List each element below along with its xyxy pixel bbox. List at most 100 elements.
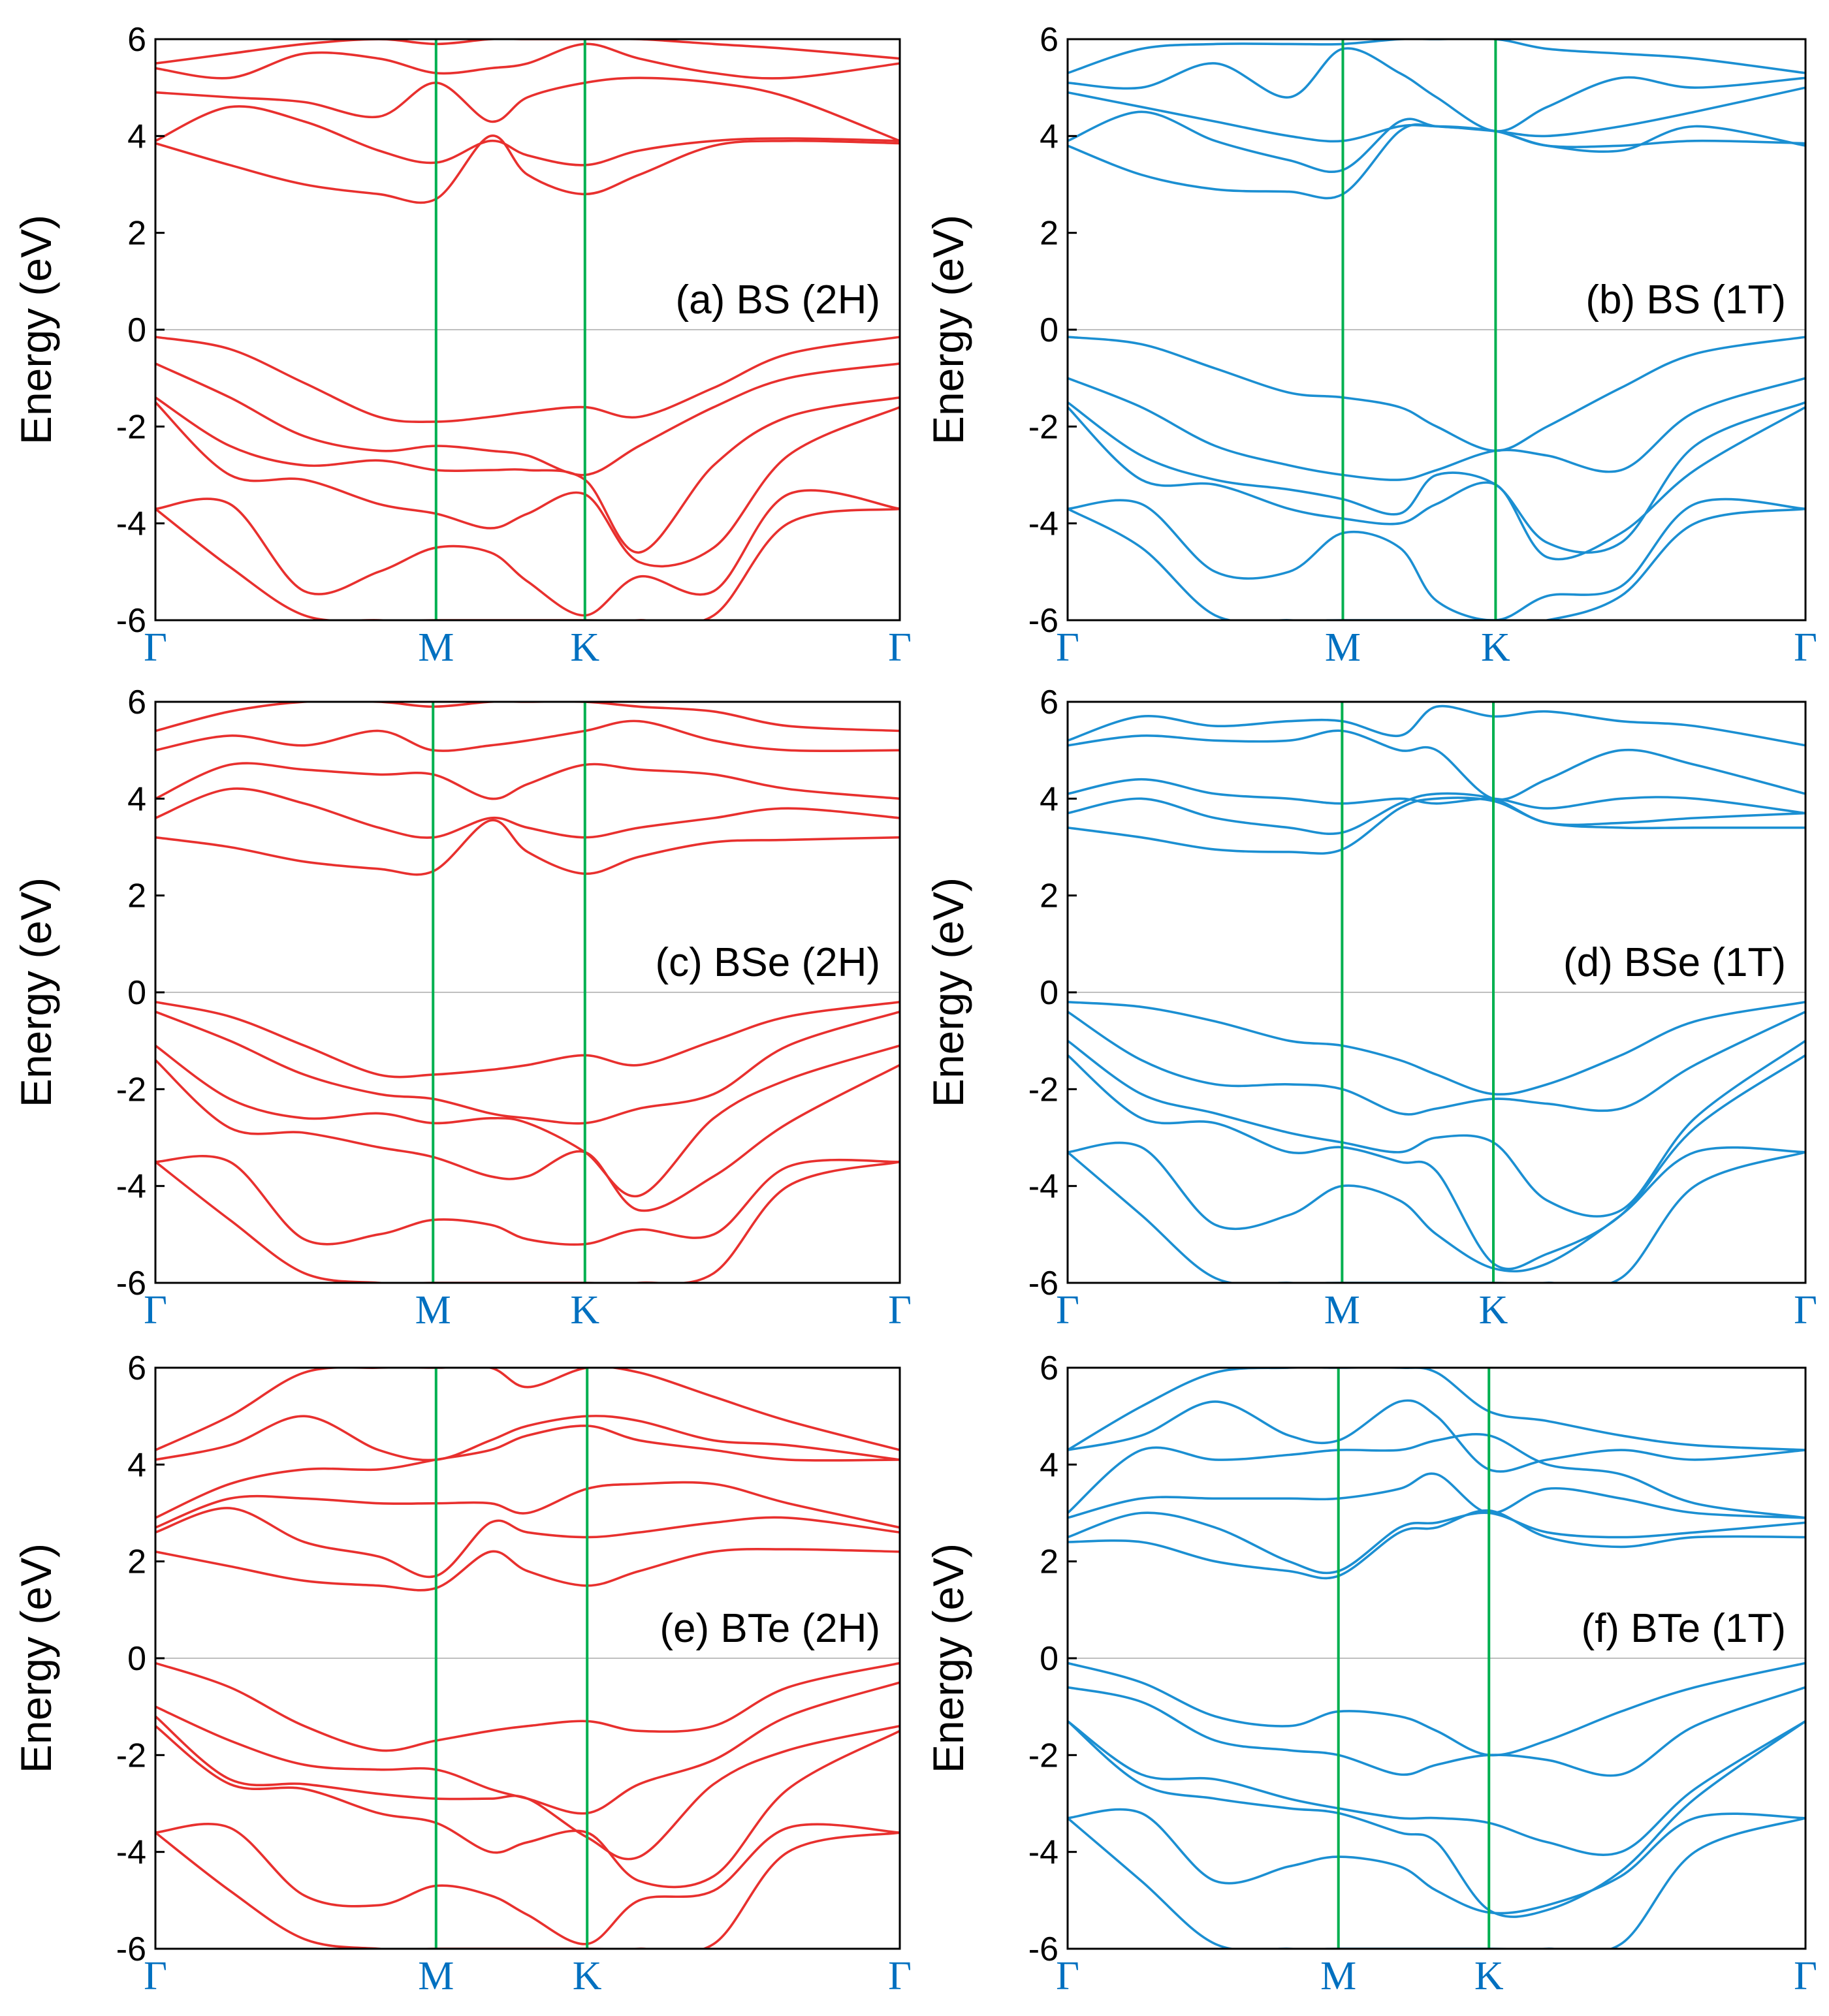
kpoint-label: Γ bbox=[1794, 1288, 1817, 1332]
band-v6 bbox=[1068, 1817, 1805, 1949]
band-v4 bbox=[1068, 406, 1805, 561]
panel-a: -6 -4 -2 0 2 4 6 Γ M K Γ Energy (eV) (a) BS (2H) bbox=[12, 21, 912, 670]
panel-d: -6 -4 -2 0 2 4 6 Γ M K Γ Energy (eV) (d) BSe (1T) bbox=[924, 684, 1817, 1332]
band-c5 bbox=[1068, 39, 1805, 74]
y-tick-label: 4 bbox=[1040, 780, 1058, 818]
band-v1 bbox=[155, 1662, 900, 1752]
band-c4 bbox=[155, 719, 900, 753]
band-c3 bbox=[1068, 778, 1805, 815]
y-tick-label: -2 bbox=[116, 1071, 146, 1109]
band-v4 bbox=[155, 1059, 900, 1212]
band-v5 bbox=[155, 1155, 900, 1246]
y-tick-label: 0 bbox=[1040, 974, 1058, 1012]
y-tick-label: 2 bbox=[1040, 215, 1058, 253]
band-v5 bbox=[1068, 1141, 1805, 1273]
panel-e: -6 -4 -2 0 2 4 6 Γ M K Γ Energy (eV) (e) BTe (2H) bbox=[12, 1349, 912, 1998]
panel-caption: (b) BS (1T) bbox=[1585, 277, 1786, 323]
kpoint-label: Γ bbox=[1794, 625, 1817, 670]
kpoint-label: M bbox=[1324, 1288, 1360, 1332]
y-tick-label: 2 bbox=[1040, 1543, 1058, 1581]
y-axis-label: Energy (eV) bbox=[924, 215, 972, 445]
kpoint-label: Γ bbox=[888, 1288, 912, 1332]
kpoint-label: Γ bbox=[144, 1288, 167, 1332]
band-v3 bbox=[1068, 1720, 1805, 1856]
y-tick-label: -2 bbox=[116, 1737, 146, 1774]
band-c1 bbox=[155, 819, 900, 876]
y-tick-label: -4 bbox=[1028, 1168, 1058, 1206]
y-tick-label: 0 bbox=[127, 1640, 146, 1678]
band-v6 bbox=[155, 1160, 900, 1283]
band-v2 bbox=[1068, 377, 1805, 481]
y-tick-label: -2 bbox=[116, 408, 146, 446]
y-tick-label: -4 bbox=[116, 1834, 146, 1872]
band-c3 bbox=[155, 1481, 900, 1529]
band-v3 bbox=[1068, 1039, 1805, 1218]
band-v5 bbox=[155, 489, 900, 617]
kpoint-label: Γ bbox=[1056, 1954, 1079, 1998]
band-v1 bbox=[1068, 336, 1805, 452]
band-c2 bbox=[1068, 792, 1805, 836]
band-v6 bbox=[1068, 507, 1805, 620]
band-v1 bbox=[1068, 1001, 1805, 1096]
kpoint-label: M bbox=[418, 1954, 454, 1998]
band-c4 bbox=[155, 42, 900, 80]
kpoint-label: Γ bbox=[1056, 625, 1079, 670]
band-v2 bbox=[1068, 1011, 1805, 1116]
kpoint-label: K bbox=[573, 1954, 602, 1998]
y-tick-label: 0 bbox=[127, 311, 146, 349]
y-tick-label: 0 bbox=[1040, 1640, 1058, 1678]
y-tick-label: -6 bbox=[116, 1930, 146, 1968]
kpoint-label: M bbox=[1320, 1954, 1356, 1998]
kpoint-label: Γ bbox=[888, 1954, 912, 1998]
y-tick-label: 2 bbox=[1040, 877, 1058, 915]
y-tick-label: -6 bbox=[116, 602, 146, 640]
y-tick-label: 4 bbox=[127, 118, 146, 155]
panel-caption: (c) BSe (2H) bbox=[656, 940, 880, 985]
y-tick-label: 6 bbox=[127, 1349, 146, 1387]
band-v4 bbox=[155, 1725, 900, 1889]
band-c1 bbox=[155, 134, 900, 204]
bands bbox=[1068, 1368, 1805, 1949]
kpoint-label: K bbox=[1479, 1288, 1508, 1332]
y-axis-label: Energy (eV) bbox=[12, 215, 60, 445]
y-tick-label: 4 bbox=[1040, 1446, 1058, 1484]
y-axis-label: Energy (eV) bbox=[924, 1543, 972, 1773]
panel-caption: (e) BTe (2H) bbox=[660, 1606, 880, 1651]
y-tick-label: -2 bbox=[1028, 1071, 1058, 1109]
band-v6 bbox=[155, 1831, 900, 1949]
y-tick-label: 0 bbox=[127, 974, 146, 1012]
y-tick-label: -4 bbox=[116, 505, 146, 543]
band-v3 bbox=[155, 396, 900, 554]
band-c1 bbox=[1068, 123, 1805, 200]
band-c1 bbox=[155, 1548, 900, 1592]
kpoint-label: Γ bbox=[888, 625, 912, 670]
kpoint-label: K bbox=[570, 1288, 599, 1332]
band-c2 bbox=[155, 787, 900, 839]
band-v2 bbox=[155, 1681, 900, 1815]
y-tick-label: 6 bbox=[127, 684, 146, 721]
band-v1 bbox=[155, 336, 900, 423]
band-c2 bbox=[155, 1507, 900, 1579]
y-tick-label: 6 bbox=[1040, 1349, 1058, 1387]
y-tick-label: -4 bbox=[116, 1168, 146, 1206]
band-v2 bbox=[1068, 1686, 1805, 1777]
panel-f: -6 -4 -2 0 2 4 6 Γ M K Γ Energy (eV) (f) BTe (1T) bbox=[924, 1349, 1817, 1998]
y-tick-label: -6 bbox=[1028, 602, 1058, 640]
band-c5 bbox=[1068, 1399, 1805, 1473]
band-v1 bbox=[155, 1001, 900, 1079]
kpoint-label: Γ bbox=[1794, 1954, 1817, 1998]
y-tick-label: 2 bbox=[127, 1543, 146, 1581]
band-c3 bbox=[155, 76, 900, 142]
bands bbox=[1068, 39, 1805, 620]
kpoint-label: K bbox=[570, 625, 599, 670]
band-v5 bbox=[155, 1822, 900, 1945]
y-tick-label: 4 bbox=[1040, 118, 1058, 155]
y-tick-label: -2 bbox=[1028, 1737, 1058, 1774]
band-v6 bbox=[1068, 1151, 1805, 1283]
band-c4 bbox=[155, 1425, 900, 1519]
band-v6 bbox=[155, 507, 900, 620]
panel-c: -6 -4 -2 0 2 4 6 Γ M K Γ Energy (eV) (c) BSe (2H) bbox=[12, 684, 912, 1332]
band-c5 bbox=[155, 39, 900, 65]
band-v3 bbox=[155, 1044, 900, 1198]
